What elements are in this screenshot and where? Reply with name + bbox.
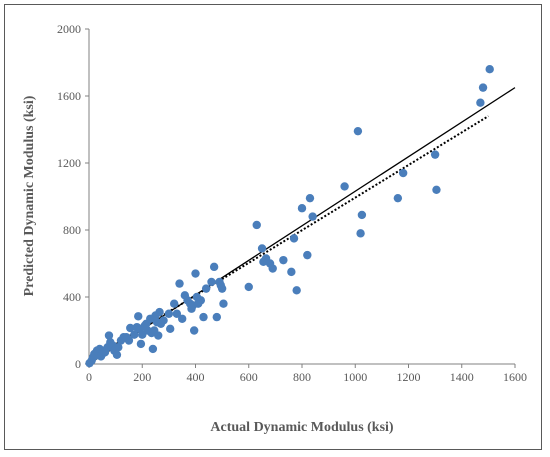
y-tick-label: 1200 <box>57 156 81 170</box>
data-point <box>476 98 485 107</box>
trend-line-solid <box>88 87 516 365</box>
data-point <box>257 244 267 253</box>
data-point <box>485 65 494 74</box>
data-point <box>126 323 135 333</box>
data-point <box>430 150 440 159</box>
data-points <box>85 65 494 368</box>
data-point <box>303 250 312 260</box>
x-tick-label: 800 <box>293 370 311 384</box>
data-point <box>104 331 114 340</box>
data-point <box>201 284 211 293</box>
x-tick-label: 1000 <box>343 370 367 384</box>
data-point <box>189 326 199 335</box>
data-point <box>136 339 146 349</box>
data-point <box>170 299 179 308</box>
data-point <box>356 229 365 238</box>
data-point <box>292 286 301 295</box>
data-point <box>191 269 200 278</box>
data-point <box>175 279 184 288</box>
data-point <box>357 210 367 220</box>
data-point <box>217 284 227 293</box>
data-point <box>279 255 288 265</box>
data-point <box>432 185 441 194</box>
axes <box>85 28 516 368</box>
data-point <box>219 299 228 308</box>
data-point <box>166 324 175 334</box>
data-point <box>244 282 253 292</box>
data-point <box>353 126 363 136</box>
data-point <box>308 212 317 221</box>
chart-frame <box>4 4 542 450</box>
data-point <box>199 312 208 322</box>
data-point <box>340 182 349 191</box>
data-point <box>114 343 123 352</box>
y-tick-label: 1600 <box>57 89 81 103</box>
x-tick-label: 1400 <box>450 370 474 384</box>
data-point <box>398 168 408 178</box>
x-tick-label: 1200 <box>397 370 421 384</box>
trend-lines <box>88 87 516 365</box>
x-tick-label: 0 <box>86 370 92 384</box>
y-tick-label: 0 <box>75 357 81 371</box>
data-point <box>297 204 307 213</box>
data-point <box>159 316 168 325</box>
data-point <box>154 331 163 340</box>
data-point <box>164 309 174 318</box>
data-point <box>478 83 488 92</box>
y-tick-label: 400 <box>63 290 81 304</box>
data-point <box>252 220 261 230</box>
y-axis-title: Predicted Dynamic Modulus (ksi) <box>22 95 37 296</box>
data-point <box>177 314 187 323</box>
tick-labels: 0 200 400 600 800 1000 1200 1400 1600 0 400 800 1200… <box>57 22 527 384</box>
data-point <box>172 309 182 318</box>
data-point <box>207 277 216 287</box>
data-point <box>112 350 122 359</box>
y-tick-label: 800 <box>63 223 81 237</box>
x-tick-label: 400 <box>187 370 205 384</box>
data-point <box>155 307 164 317</box>
x-tick-label: 1600 <box>503 370 527 384</box>
data-point <box>209 262 219 272</box>
data-point <box>124 336 134 345</box>
data-point <box>393 193 403 203</box>
data-point <box>287 267 296 277</box>
data-point <box>212 312 221 322</box>
data-point <box>268 264 277 273</box>
data-point <box>130 330 139 339</box>
data-point <box>289 234 299 243</box>
data-point <box>196 296 206 305</box>
data-point <box>148 344 158 354</box>
x-tick-label: 200 <box>133 370 151 384</box>
y-tick-label: 2000 <box>57 22 81 36</box>
data-point <box>305 193 315 203</box>
x-tick-label: 600 <box>240 370 258 384</box>
x-axis-title: Actual Dynamic Modulus (ksi) <box>210 420 394 435</box>
data-point <box>134 312 143 321</box>
